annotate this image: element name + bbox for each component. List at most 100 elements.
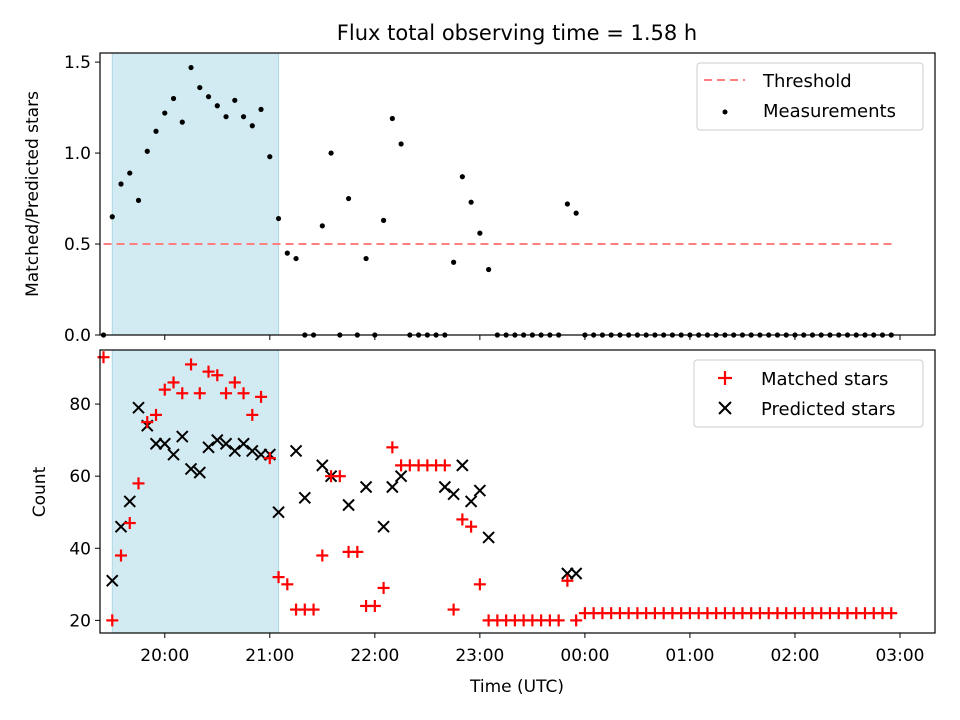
matched-stars-point	[307, 603, 320, 616]
predicted-stars-stroke	[149, 437, 163, 450]
predicted-stars-stroke	[447, 487, 460, 501]
predicted-stars-point	[456, 459, 469, 472]
predicted-stars-point	[149, 437, 163, 450]
observing-window-shade	[111, 52, 280, 336]
bottom-y-tick-label: 20	[69, 611, 91, 631]
predicted-stars-stroke	[272, 506, 285, 519]
predicted-stars-point	[272, 506, 285, 519]
measurement-point	[564, 201, 570, 207]
matched-stars-point	[106, 614, 119, 627]
legend-predicted-label: Predicted stars	[761, 399, 895, 420]
measurement-point	[389, 115, 395, 122]
bottom-y-ticks: 20 40 60 80	[69, 395, 100, 631]
predicted-stars-point	[158, 437, 171, 450]
bottom-y-tick-label: 60	[69, 467, 91, 487]
top-legend-box	[696, 62, 924, 131]
measurement-point	[398, 141, 404, 147]
measurement-point	[284, 250, 290, 256]
legend-measurements-swatch	[722, 109, 728, 115]
x-tick-label: 22:00	[350, 646, 399, 666]
predicted-stars-point	[342, 498, 355, 512]
matched-stars-point	[263, 452, 276, 465]
matched-stars-point	[281, 578, 294, 591]
top-legend: Threshold Measurements	[696, 62, 924, 131]
predicted-stars-stroke	[176, 430, 189, 443]
predicted-stars-point	[569, 567, 583, 580]
predicted-stars-point	[193, 466, 206, 479]
x-tick-label: 21:00	[245, 646, 294, 666]
predicted-stars-point	[561, 567, 574, 580]
predicted-stars-stroke	[569, 567, 583, 580]
matched-stars-point	[228, 376, 241, 389]
matched-stars-point	[193, 387, 206, 400]
predicted-stars-point	[298, 491, 312, 505]
measurement-point	[118, 181, 124, 187]
measurement-point	[188, 64, 194, 71]
predicted-stars-point	[123, 495, 136, 508]
predicted-stars-point	[394, 469, 408, 483]
predicted-stars-point	[386, 480, 399, 494]
bottom-legend-box	[693, 359, 924, 428]
predicted-stars-stroke	[473, 484, 487, 497]
measurement-point	[135, 197, 142, 203]
predicted-stars-point	[176, 430, 189, 443]
measurement-point	[162, 110, 168, 116]
x-tick-label: 23:00	[455, 646, 504, 666]
predicted-stars-stroke	[438, 480, 452, 494]
predicted-stars-point	[447, 487, 460, 501]
measurement-point	[197, 84, 203, 91]
predicted-stars-point	[246, 444, 259, 458]
bottom-y-axis-label: Count	[30, 466, 50, 517]
matched-stars-point	[368, 599, 381, 612]
bottom-legend: Matched stars Predicted stars	[693, 359, 924, 428]
measurement-point	[232, 97, 238, 103]
predicted-stars-stroke	[316, 459, 329, 472]
measurement-point	[144, 148, 150, 154]
predicted-stars-stroke	[561, 567, 574, 580]
predicted-stars-stroke	[342, 498, 355, 512]
matched-stars-points	[97, 351, 898, 627]
measurement-point	[223, 114, 229, 120]
predicted-stars-stroke	[228, 444, 241, 458]
matched-stars-point	[885, 607, 898, 620]
measurement-point	[363, 255, 369, 262]
matched-stars-point	[438, 459, 451, 472]
top-y-ticks: 0.0 0.5 1.0 1.5	[64, 53, 100, 346]
predicted-stars-stroke	[219, 437, 233, 450]
matched-stars-point	[211, 369, 224, 382]
matched-stars-point	[447, 603, 460, 616]
predicted-stars-stroke	[246, 444, 259, 458]
predicted-stars-point	[438, 480, 452, 494]
x-tick-label: 03:00	[875, 646, 924, 666]
matched-stars-point	[176, 387, 189, 400]
matched-stars-point	[132, 477, 145, 490]
top-axes-frame	[99, 52, 936, 336]
matched-stars-point	[202, 365, 215, 378]
measurement-point	[380, 217, 387, 223]
predicted-stars-stroke	[394, 469, 408, 483]
predicted-stars-point	[202, 441, 215, 454]
matched-stars-point	[123, 517, 136, 530]
predicted-stars-point	[132, 401, 145, 414]
matched-stars-point	[473, 578, 486, 591]
bottom-x-ticks: 20:00 21:00 22:00 23:00 00:00 01:00 02:00 03:00	[140, 633, 924, 666]
measurement-point	[249, 123, 255, 129]
predicted-stars-point	[106, 574, 119, 587]
predicted-stars-stroke	[377, 520, 390, 533]
x-tick-label: 01:00	[665, 646, 714, 666]
bottom-y-tick-label: 80	[69, 395, 91, 415]
predicted-stars-stroke	[482, 531, 495, 544]
predicted-stars-stroke	[132, 401, 145, 414]
predicted-stars-stroke	[158, 437, 171, 450]
observing-window-shade-bottom	[111, 349, 280, 634]
measurement-point	[205, 94, 212, 100]
matched-stars-point	[150, 408, 163, 421]
bottom-y-tick-label: 40	[69, 539, 91, 559]
measurement-point	[486, 266, 492, 273]
matched-stars-point	[97, 351, 110, 364]
predicted-stars-stroke	[123, 495, 136, 508]
matched-stars-point	[255, 390, 268, 403]
matched-stars-point	[351, 545, 364, 558]
